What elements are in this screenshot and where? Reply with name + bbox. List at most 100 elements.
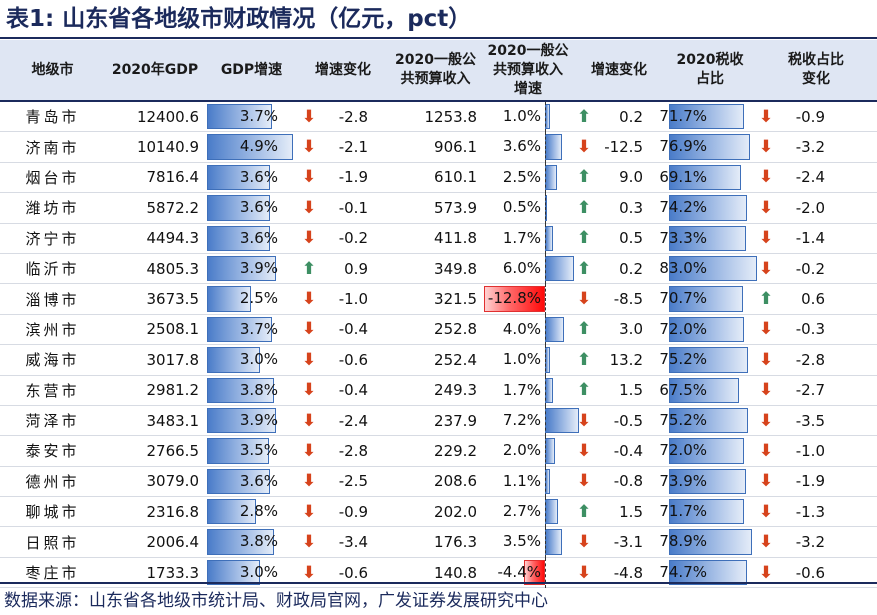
tax-share-value: 83.0% xyxy=(659,258,707,277)
tax-share-cell: 78.9% xyxy=(659,526,755,558)
change-value: 0.2 xyxy=(619,107,643,126)
table-row: 潍坊市 5872.2 3.6% ⬇ -0.1 573.9 0.5% ⬆ 0.3 74.2% ⬇ -2.… xyxy=(0,192,877,224)
gdp-growth-cell: 3.6% xyxy=(205,466,298,498)
change-cell: ⬇ -0.6 xyxy=(298,344,388,376)
revenue-growth-value: 2.5% xyxy=(502,167,541,186)
revenue-cell: 411.8 xyxy=(388,223,483,254)
revenue-growth-value: 3.5% xyxy=(502,532,541,551)
change-cell: ⬇ -1.3 xyxy=(755,496,877,528)
change-value: 0.9 xyxy=(344,259,368,278)
arrow-down-icon: ⬇ xyxy=(758,380,774,401)
revenue-growth-bar xyxy=(545,377,554,403)
tax-share-bar xyxy=(669,316,745,343)
tax-share-value: 72.0% xyxy=(659,319,707,338)
change-cell: ⬆ 0.2 xyxy=(573,253,665,285)
gdp-growth-cell: 3.8% xyxy=(205,526,298,558)
gdp-growth-bar xyxy=(207,286,251,312)
gdp-growth-bar xyxy=(207,499,257,525)
tax-share-cell: 71.7% xyxy=(659,496,755,528)
finance-table: 地级市 2020年GDP GDP增速 增速变化 2020一般公 共预算收入 202… xyxy=(0,40,877,589)
revenue-cell: 208.6 xyxy=(388,466,483,498)
revenue-growth-cell: 0.5% xyxy=(483,192,573,224)
arrow-down-icon: ⬇ xyxy=(301,319,317,340)
change-cell: ⬇ -1.0 xyxy=(298,283,388,315)
gdp-growth-bar xyxy=(207,255,276,282)
tax-share-value: 74.7% xyxy=(659,562,707,581)
tax-share-value: 67.5% xyxy=(659,380,707,399)
arrow-up-icon: ⬆ xyxy=(576,319,592,340)
revenue-growth-bar xyxy=(545,134,563,160)
tax-share-cell: 72.0% xyxy=(659,435,755,467)
zero-axis-line xyxy=(545,466,546,498)
revenue-cell: 1253.8 xyxy=(388,101,483,133)
change-cell: ⬇ -1.9 xyxy=(298,162,388,194)
gdp-growth-value: 2.5% xyxy=(239,289,278,308)
revenue-growth-cell: 1.0% xyxy=(483,101,573,133)
gdp-growth-value: 3.6% xyxy=(239,228,278,247)
change-value: -0.6 xyxy=(795,563,825,582)
revenue-growth-value: 2.0% xyxy=(502,441,541,460)
gdp-growth-value: 3.5% xyxy=(239,441,278,460)
revenue-growth-cell: -12.8% xyxy=(483,283,573,315)
table-row: 泰安市 2766.5 3.5% ⬇ -2.8 229.2 2.0% ⬇ -0.4 72.0% ⬇ -1… xyxy=(0,435,877,467)
change-cell: ⬇ -1.4 xyxy=(755,223,877,254)
gdp-growth-bar xyxy=(207,347,260,373)
arrow-down-icon: ⬇ xyxy=(301,410,317,431)
change-value: -0.4 xyxy=(338,320,368,339)
change-cell: ⬇ -0.9 xyxy=(298,496,388,528)
change-cell: ⬇ -3.4 xyxy=(298,526,388,558)
gdp-growth-value: 3.6% xyxy=(239,167,278,186)
table-row: 东营市 2981.2 3.8% ⬇ -0.4 249.3 1.7% ⬆ 1.5 67.5% ⬇ -2.… xyxy=(0,375,877,406)
change-value: -4.8 xyxy=(613,563,643,582)
arrow-down-icon: ⬇ xyxy=(758,228,774,249)
change-value: -0.2 xyxy=(338,229,368,248)
tax-share-cell: 73.3% xyxy=(659,223,755,254)
revenue-growth-bar xyxy=(545,316,565,343)
change-value: -0.2 xyxy=(795,259,825,278)
zero-axis-line xyxy=(545,284,546,315)
change-value: -2.0 xyxy=(795,198,825,217)
table-row: 济南市 10140.9 4.9% ⬇ -2.1 906.1 3.6% ⬇ -12.5 76.9% ⬇… xyxy=(0,131,877,163)
table-row: 济宁市 4494.3 3.6% ⬇ -0.2 411.8 1.7% ⬆ 0.5 73.3% ⬇ -1.… xyxy=(0,223,877,254)
change-value: 0.2 xyxy=(619,259,643,278)
tax-share-value: 72.0% xyxy=(659,441,707,460)
tax-share-cell: 72.0% xyxy=(659,314,755,346)
gdp-growth-value: 3.7% xyxy=(239,107,278,125)
tax-share-value: 78.9% xyxy=(659,532,707,551)
table-row: 烟台市 7816.4 3.6% ⬇ -1.9 610.1 2.5% ⬆ 9.0 69.1% ⬇ -2.… xyxy=(0,162,877,194)
revenue-growth-cell: 1.7% xyxy=(483,223,573,254)
change-value: -2.4 xyxy=(795,168,825,187)
arrow-down-icon: ⬇ xyxy=(301,380,317,401)
gdp-growth-value: 2.8% xyxy=(239,502,278,521)
header-revenue-growth-change: 增速变化 xyxy=(573,40,665,102)
revenue-growth-cell: 2.5% xyxy=(483,162,573,194)
revenue-growth-cell: 3.5% xyxy=(483,526,573,558)
gdp-growth-value: 3.8% xyxy=(239,380,278,399)
gdp-growth-cell: 2.8% xyxy=(205,496,298,528)
gdp-cell: 7816.4 xyxy=(105,162,205,194)
table-body: 青岛市 12400.6 3.7% ⬇ -2.8 1253.8 1.0% ⬆ 0.2 71.7% ⬇ -… xyxy=(0,101,877,589)
table-row: 滨州市 2508.1 3.7% ⬇ -0.4 252.8 4.0% ⬆ 3.0 72.0% ⬇ -0.… xyxy=(0,314,877,346)
revenue-growth-value: 1.0% xyxy=(502,107,541,125)
revenue-growth-bar xyxy=(545,255,574,282)
change-cell: ⬇ -3.1 xyxy=(573,526,665,558)
change-value: 0.3 xyxy=(619,198,643,217)
change-value: -2.8 xyxy=(795,350,825,369)
arrow-up-icon: ⬆ xyxy=(576,501,592,522)
title-divider xyxy=(0,37,877,39)
gdp-growth-bar xyxy=(207,468,271,495)
city-cell: 临沂市 xyxy=(0,253,105,285)
change-cell: ⬆ 0.9 xyxy=(298,253,388,285)
arrow-up-icon: ⬆ xyxy=(758,289,774,310)
gdp-growth-bar xyxy=(207,529,274,555)
change-value: -2.7 xyxy=(795,381,825,400)
gdp-cell: 4805.3 xyxy=(105,253,205,285)
arrow-down-icon: ⬇ xyxy=(758,258,774,279)
tax-share-bar xyxy=(669,407,748,434)
gdp-growth-cell: 3.5% xyxy=(205,435,298,467)
gdp-growth-bar xyxy=(207,377,274,403)
arrow-down-icon: ⬇ xyxy=(758,349,774,370)
change-cell: ⬇ -1.0 xyxy=(755,435,877,467)
city-cell: 青岛市 xyxy=(0,101,105,133)
arrow-down-icon: ⬇ xyxy=(758,501,774,522)
